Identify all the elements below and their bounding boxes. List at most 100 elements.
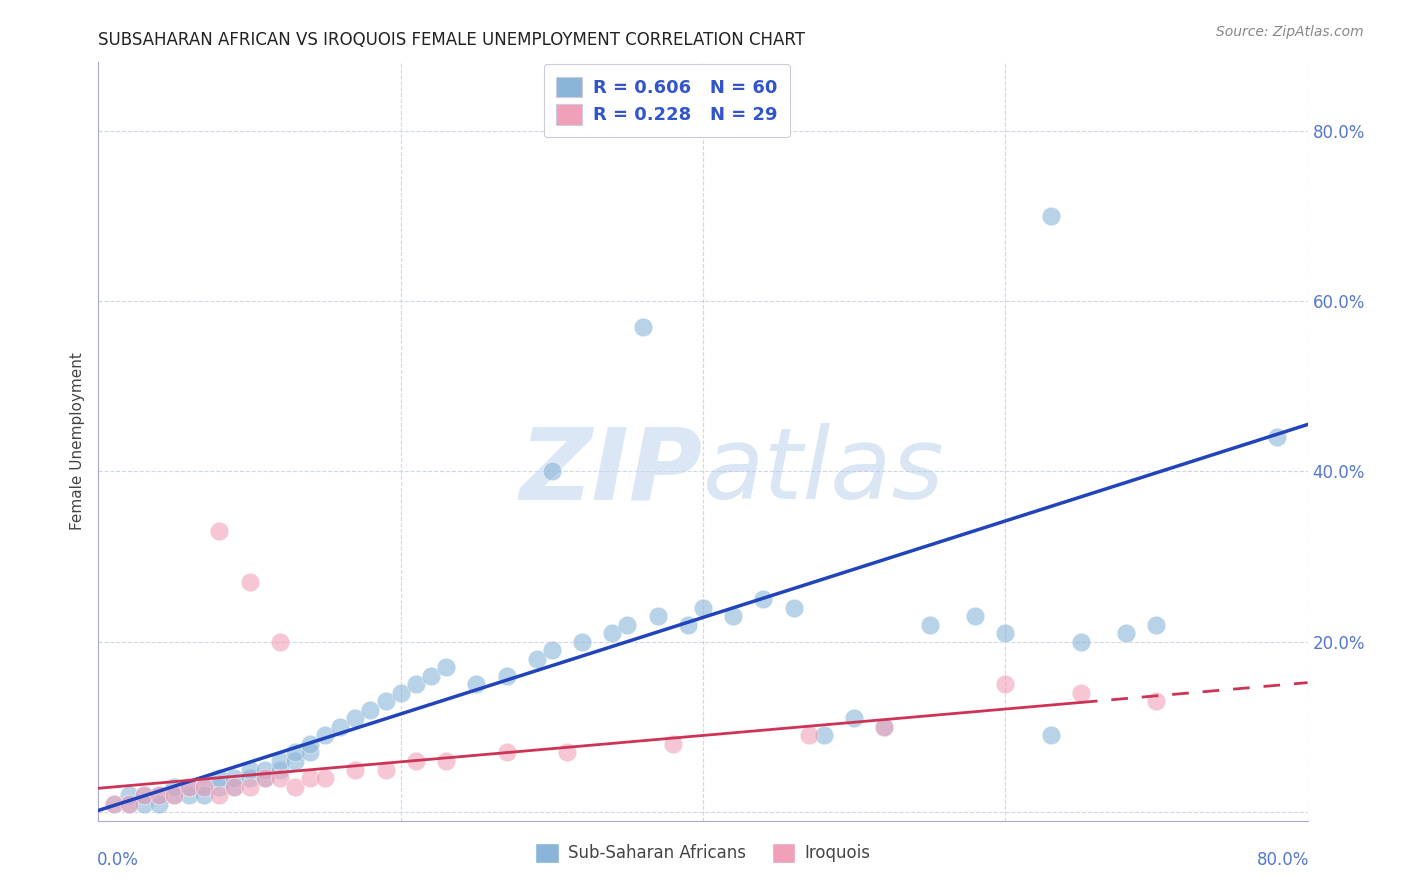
Point bbox=[495, 746, 517, 760]
Text: SUBSAHARAN AFRICAN VS IROQUOIS FEMALE UNEMPLOYMENT CORRELATION CHART: SUBSAHARAN AFRICAN VS IROQUOIS FEMALE UN… bbox=[98, 31, 806, 49]
Point bbox=[103, 797, 125, 811]
Point bbox=[374, 694, 396, 708]
Point bbox=[1267, 430, 1289, 444]
Point bbox=[314, 771, 336, 785]
Point bbox=[148, 797, 170, 811]
Point bbox=[132, 797, 155, 811]
Point bbox=[269, 634, 291, 648]
Point bbox=[873, 720, 896, 734]
Point bbox=[284, 780, 307, 794]
Point bbox=[239, 575, 262, 590]
Point bbox=[193, 788, 215, 802]
Point bbox=[132, 788, 155, 802]
Point bbox=[374, 763, 396, 777]
Point bbox=[813, 728, 835, 742]
Point bbox=[284, 746, 307, 760]
Point bbox=[616, 617, 638, 632]
Point bbox=[540, 464, 562, 478]
Point bbox=[132, 788, 155, 802]
Point bbox=[661, 737, 683, 751]
Point bbox=[284, 754, 307, 768]
Point bbox=[571, 634, 593, 648]
Point bbox=[994, 626, 1017, 640]
Point bbox=[269, 763, 291, 777]
Point bbox=[163, 788, 186, 802]
Point bbox=[148, 788, 170, 802]
Point bbox=[253, 771, 276, 785]
Point bbox=[631, 319, 654, 334]
Point bbox=[1039, 209, 1062, 223]
Point bbox=[540, 643, 562, 657]
Point bbox=[314, 728, 336, 742]
Point bbox=[239, 780, 262, 794]
Point bbox=[526, 652, 548, 666]
Point bbox=[103, 797, 125, 811]
Point bbox=[783, 600, 806, 615]
Point bbox=[405, 754, 427, 768]
Point bbox=[193, 780, 215, 794]
Point bbox=[873, 720, 896, 734]
Point bbox=[224, 780, 246, 794]
Point bbox=[1144, 617, 1167, 632]
Y-axis label: Female Unemployment: Female Unemployment bbox=[70, 352, 86, 531]
Point bbox=[994, 677, 1017, 691]
Point bbox=[1070, 634, 1092, 648]
Point bbox=[224, 780, 246, 794]
Point bbox=[1115, 626, 1137, 640]
Point bbox=[692, 600, 714, 615]
Point bbox=[299, 771, 322, 785]
Point bbox=[389, 686, 412, 700]
Point bbox=[420, 669, 443, 683]
Point bbox=[797, 728, 820, 742]
Point bbox=[602, 626, 624, 640]
Point bbox=[179, 788, 201, 802]
Point bbox=[918, 617, 941, 632]
Point bbox=[1070, 686, 1092, 700]
Text: Source: ZipAtlas.com: Source: ZipAtlas.com bbox=[1216, 25, 1364, 39]
Point bbox=[118, 788, 141, 802]
Point bbox=[299, 737, 322, 751]
Point bbox=[405, 677, 427, 691]
Text: 0.0%: 0.0% bbox=[97, 851, 139, 869]
Point bbox=[844, 711, 866, 725]
Point bbox=[555, 746, 578, 760]
Point bbox=[208, 524, 231, 538]
Point bbox=[1144, 694, 1167, 708]
Point bbox=[495, 669, 517, 683]
Point bbox=[253, 771, 276, 785]
Point bbox=[239, 771, 262, 785]
Point bbox=[253, 763, 276, 777]
Point bbox=[163, 788, 186, 802]
Text: atlas: atlas bbox=[703, 424, 945, 520]
Point bbox=[344, 711, 367, 725]
Point bbox=[465, 677, 488, 691]
Point bbox=[208, 788, 231, 802]
Point bbox=[239, 763, 262, 777]
Point bbox=[193, 780, 215, 794]
Text: ZIP: ZIP bbox=[520, 424, 703, 520]
Point bbox=[163, 780, 186, 794]
Point bbox=[360, 703, 382, 717]
Point bbox=[344, 763, 367, 777]
Text: 80.0%: 80.0% bbox=[1257, 851, 1309, 869]
Point bbox=[434, 754, 457, 768]
Point bbox=[723, 609, 745, 624]
Point bbox=[269, 771, 291, 785]
Point bbox=[965, 609, 987, 624]
Point bbox=[299, 746, 322, 760]
Point bbox=[118, 797, 141, 811]
Point bbox=[208, 771, 231, 785]
Point bbox=[1039, 728, 1062, 742]
Point bbox=[148, 788, 170, 802]
Point bbox=[676, 617, 699, 632]
Point bbox=[269, 754, 291, 768]
Point bbox=[752, 592, 775, 607]
Point bbox=[434, 660, 457, 674]
Point bbox=[179, 780, 201, 794]
Point bbox=[179, 780, 201, 794]
Point bbox=[647, 609, 669, 624]
Point bbox=[118, 797, 141, 811]
Legend: Sub-Saharan Africans, Iroquois: Sub-Saharan Africans, Iroquois bbox=[529, 837, 877, 869]
Point bbox=[224, 771, 246, 785]
Point bbox=[208, 780, 231, 794]
